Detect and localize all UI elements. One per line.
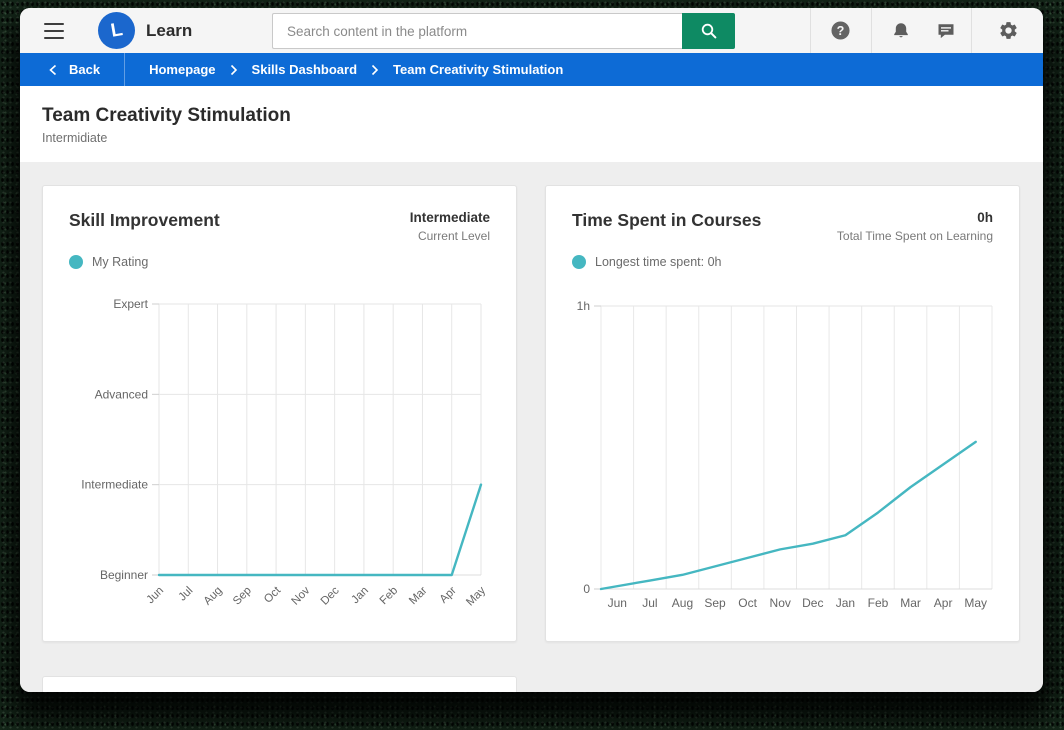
svg-text:Sep: Sep	[704, 596, 726, 610]
time-spent-card: Time Spent in Courses 0h Total Time Spen…	[545, 185, 1020, 642]
svg-text:Oct: Oct	[262, 584, 284, 606]
search-bar	[272, 13, 735, 49]
search-icon	[701, 23, 716, 39]
chart-legend: Longest time spent: 0h	[572, 255, 993, 269]
chevron-right-icon	[371, 64, 379, 76]
dashboard-content: Skill Improvement Intermediate Current L…	[20, 162, 1043, 692]
search-input[interactable]	[272, 13, 682, 49]
brand-name: Learn	[146, 20, 193, 40]
legend-dot-icon	[69, 255, 83, 269]
divider	[871, 8, 872, 53]
svg-text:Jul: Jul	[642, 596, 657, 610]
top-bar: L Learn ?	[20, 8, 1043, 53]
svg-text:Dec: Dec	[802, 596, 823, 610]
svg-text:Aug: Aug	[202, 585, 225, 608]
stat-value: Intermediate	[409, 210, 490, 225]
card-header: Time Spent in Courses 0h Total Time Spen…	[572, 210, 993, 243]
cards-row: Skill Improvement Intermediate Current L…	[42, 185, 1021, 642]
card-title: Skill Improvement	[69, 210, 220, 230]
divider	[124, 53, 126, 86]
settings-gear-icon	[1000, 22, 1017, 39]
next-card-partial	[42, 676, 517, 692]
svg-text:Advanced: Advanced	[95, 387, 148, 401]
breadcrumb-skills-dashboard[interactable]: Skills Dashboard	[251, 62, 358, 77]
chevron-right-icon	[230, 64, 238, 76]
svg-text:Jan: Jan	[349, 585, 371, 607]
learn-logo-icon: L	[98, 12, 135, 49]
brand[interactable]: L Learn	[98, 12, 192, 49]
page-header: Team Creativity Stimulation Intermidiate	[20, 86, 1043, 162]
skill-improvement-chart: Expert Advanced Intermediate Beginner Jun Jul…	[81, 297, 488, 608]
chart-legend: My Rating	[69, 255, 490, 269]
notifications-bell-icon	[893, 22, 908, 37]
svg-text:Jun: Jun	[608, 596, 627, 610]
messages-button[interactable]	[935, 20, 956, 41]
svg-text:Apr: Apr	[934, 596, 953, 610]
app-window: L Learn ?	[20, 8, 1043, 692]
svg-text:Nov: Nov	[770, 596, 791, 610]
search-button[interactable]	[682, 13, 735, 49]
current-level-stat: Intermediate Current Level	[410, 210, 490, 243]
svg-text:May: May	[964, 596, 987, 610]
svg-text:Feb: Feb	[378, 585, 401, 608]
chevron-left-icon	[49, 64, 57, 75]
card-header: Skill Improvement Intermediate Current L…	[69, 210, 490, 243]
svg-text:Jun: Jun	[145, 585, 167, 607]
divider	[971, 8, 972, 53]
back-label: Back	[69, 62, 101, 77]
svg-text:Beginner: Beginner	[100, 568, 148, 582]
back-button[interactable]: Back	[48, 62, 100, 77]
svg-text:Nov: Nov	[290, 584, 313, 607]
svg-text:Expert: Expert	[113, 297, 148, 311]
stat-label: Current Level	[417, 229, 490, 243]
menu-icon[interactable]	[44, 23, 64, 39]
stat-label: Total Time Spent on Learning	[836, 229, 993, 243]
svg-text:Mar: Mar	[900, 596, 921, 610]
page-title: Team Creativity Stimulation	[42, 105, 291, 126]
legend-label: Longest time spent: 0h	[595, 255, 722, 269]
breadcrumb: Back Homepage Skills Dashboard Team Crea…	[20, 53, 1043, 86]
breadcrumb-homepage[interactable]: Homepage	[149, 62, 216, 77]
svg-text:May: May	[464, 584, 488, 608]
svg-text:1h: 1h	[577, 299, 590, 313]
notifications-button[interactable]	[890, 20, 911, 41]
svg-text:0: 0	[583, 582, 590, 596]
page-subtitle: Intermidiate	[42, 131, 108, 145]
svg-text:Jul: Jul	[177, 585, 196, 604]
time-spent-chart: 1h 0 Jun Jul Aug Sep Oct Nov Dec Jan Feb Mar Apr May	[577, 299, 993, 610]
legend-dot-icon	[572, 255, 586, 269]
card-title: Time Spent in Courses	[572, 210, 762, 230]
divider	[810, 8, 811, 53]
legend-label: My Rating	[92, 255, 149, 269]
svg-text:Apr: Apr	[438, 585, 459, 606]
svg-text:Feb: Feb	[868, 596, 889, 610]
svg-text:?: ?	[837, 24, 845, 38]
svg-text:Intermediate: Intermediate	[81, 478, 148, 492]
svg-text:Jan: Jan	[836, 596, 855, 610]
messages-chat-icon	[938, 23, 953, 38]
help-button[interactable]: ?	[830, 20, 851, 41]
total-time-stat: 0h Total Time Spent on Learning	[837, 210, 993, 243]
stat-value: 0h	[977, 210, 993, 225]
svg-text:Sep: Sep	[231, 585, 254, 608]
breadcrumb-current-page: Team Creativity Stimulation	[393, 62, 564, 77]
svg-text:Aug: Aug	[672, 596, 693, 610]
svg-text:Mar: Mar	[407, 585, 430, 608]
svg-text:Dec: Dec	[319, 584, 342, 607]
help-icon: ?	[831, 21, 850, 40]
breadcrumb-items: Homepage Skills Dashboard Team Creativit…	[149, 62, 563, 77]
skill-improvement-card: Skill Improvement Intermediate Current L…	[42, 185, 517, 642]
svg-text:Oct: Oct	[738, 596, 757, 610]
settings-button[interactable]	[998, 20, 1019, 41]
